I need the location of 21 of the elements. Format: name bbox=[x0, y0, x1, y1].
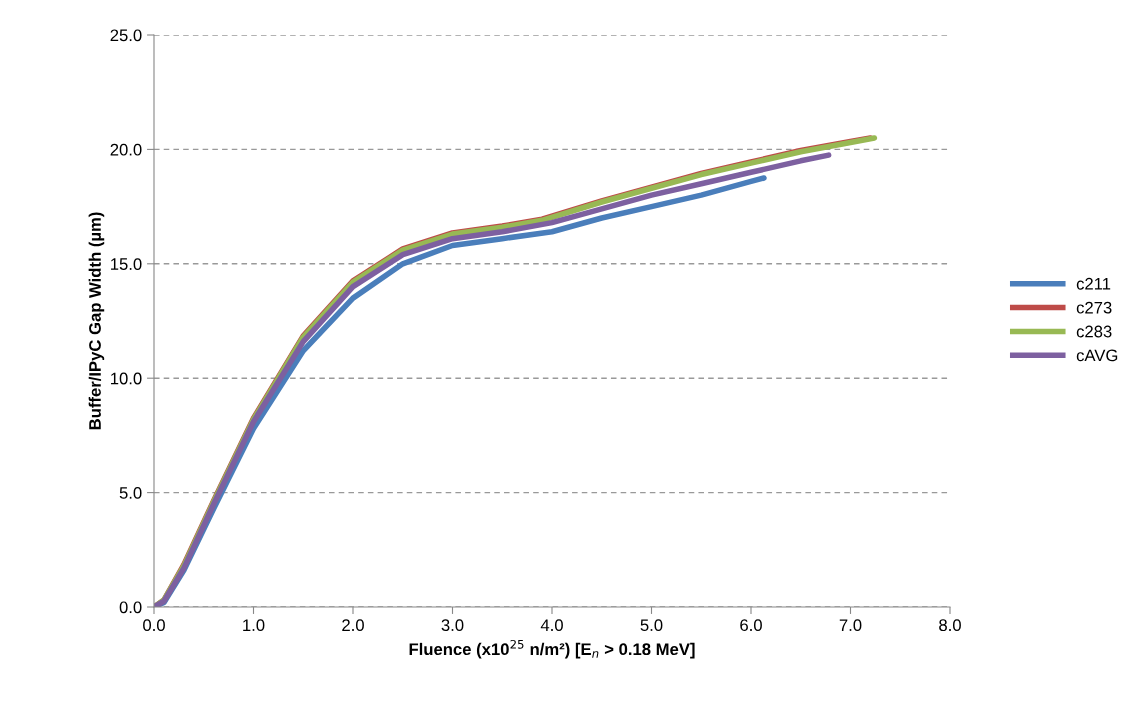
x-tick-label: 4.0 bbox=[540, 619, 563, 632]
x-tick-label: 7.0 bbox=[839, 619, 862, 632]
legend-label: cAVG bbox=[1076, 349, 1118, 362]
x-tick-label: 1.0 bbox=[243, 619, 265, 632]
x-tick-label: 5.0 bbox=[640, 619, 663, 632]
legend-label: c211 bbox=[1076, 277, 1111, 290]
y-tick-label: 10.0 bbox=[111, 372, 142, 385]
x-tick-label: 6.0 bbox=[740, 619, 762, 632]
x-tick-label: 2.0 bbox=[342, 619, 364, 632]
y-tick-label: 20.0 bbox=[110, 143, 142, 156]
x-tick-label: 8.0 bbox=[939, 619, 961, 632]
x-axis-title: Fluence (x10$^{25}$ n/m²) [E$_{n}$ > 0.18 MeV] bbox=[409, 639, 695, 659]
y-tick-label: 0.0 bbox=[119, 601, 142, 614]
legend-label: c283 bbox=[1076, 325, 1112, 338]
y-tick-label: 25.0 bbox=[110, 29, 142, 42]
x-tick-label: 3.0 bbox=[441, 619, 464, 632]
y-tick-label: 15.0 bbox=[111, 258, 142, 270]
x-tick-label: 0.0 bbox=[143, 619, 165, 632]
y-axis-title: Buffer/IPyC Gap Width (µm) bbox=[88, 212, 105, 430]
legend-label: c273 bbox=[1076, 301, 1112, 314]
y-tick-label: 5.0 bbox=[119, 487, 142, 499]
